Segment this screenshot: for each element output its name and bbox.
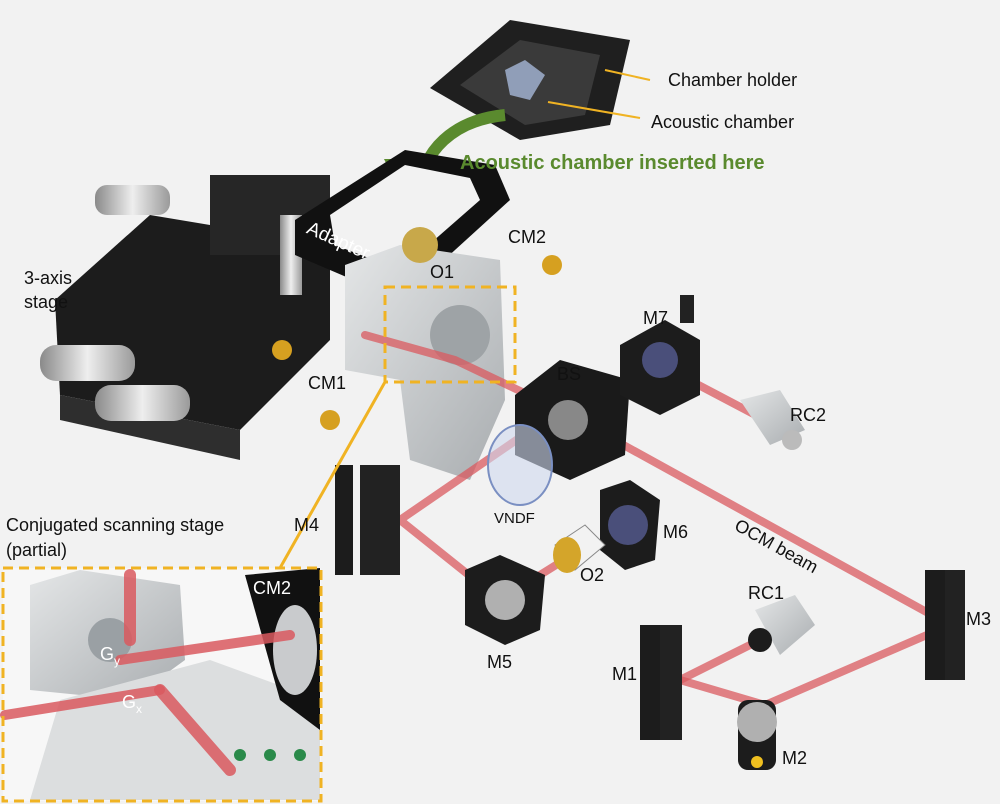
inset-cm2-mirror xyxy=(273,605,317,695)
label-bs: BS xyxy=(557,364,582,384)
three-axis-stage xyxy=(40,175,330,460)
label-inserted-here: Acoustic chamber inserted here xyxy=(460,152,765,174)
micrometer-knob xyxy=(95,385,190,421)
mirror-m6 xyxy=(600,480,660,570)
micrometer-knob xyxy=(40,345,135,381)
label-conj-line2: (partial) xyxy=(6,540,68,560)
mirror-m5 xyxy=(465,555,545,645)
objective-o1 xyxy=(402,227,438,263)
inset-border xyxy=(1,566,323,803)
cm1-knob xyxy=(272,340,292,360)
label-m3: M3 xyxy=(966,609,992,629)
highlight-box xyxy=(383,285,517,384)
label-cm2: CM2 xyxy=(508,227,547,247)
mirror-m3 xyxy=(925,570,965,680)
label-m5: M5 xyxy=(487,652,513,672)
label-m7: M7 xyxy=(643,308,669,328)
cm2-knob xyxy=(542,255,562,275)
label-acoustic-chamber: Acoustic chamber xyxy=(651,112,795,132)
label-o1: O1 xyxy=(430,262,455,282)
objective-o2 xyxy=(553,524,606,573)
label-o2: O2 xyxy=(580,565,605,585)
label-stage-line1: 3-axis xyxy=(24,268,73,288)
chamber-holder-callout-line xyxy=(604,69,651,81)
label-cm1: CM1 xyxy=(308,373,347,393)
label-conj-line1: Conjugated scanning stage xyxy=(6,515,225,535)
label-m1: M1 xyxy=(612,664,638,684)
mirror-m7 xyxy=(620,295,700,415)
label-gx: Gx xyxy=(122,692,143,716)
label-m2: M2 xyxy=(782,748,808,768)
reference-cell-rc1 xyxy=(748,595,815,655)
reference-cell-rc2 xyxy=(740,390,805,450)
cm1-knob xyxy=(320,410,340,430)
mirror-m1 xyxy=(640,625,682,740)
chamber-holder xyxy=(430,20,630,140)
label-rc1: RC1 xyxy=(748,583,785,603)
label-gy: Gy xyxy=(100,644,121,668)
mirror-m4 xyxy=(335,465,400,575)
inset-panel xyxy=(0,568,321,801)
label-m4: M4 xyxy=(294,515,320,535)
label-inset-cm2: CM2 xyxy=(253,578,292,598)
mirror-m2 xyxy=(737,700,777,770)
adapter xyxy=(295,150,510,300)
label-stage-line2: stage xyxy=(24,292,69,312)
label-m6: M6 xyxy=(663,522,689,542)
vndf-filter xyxy=(487,424,553,506)
acoustic-chamber xyxy=(505,60,545,100)
label-vndf: VNDF xyxy=(494,510,535,527)
acoustic-chamber-callout-line xyxy=(547,101,641,119)
label-rc2: RC2 xyxy=(790,405,827,425)
label-chamber-holder: Chamber holder xyxy=(668,70,798,90)
zoom-callout-line xyxy=(278,381,387,569)
micrometer-knob xyxy=(95,185,170,215)
